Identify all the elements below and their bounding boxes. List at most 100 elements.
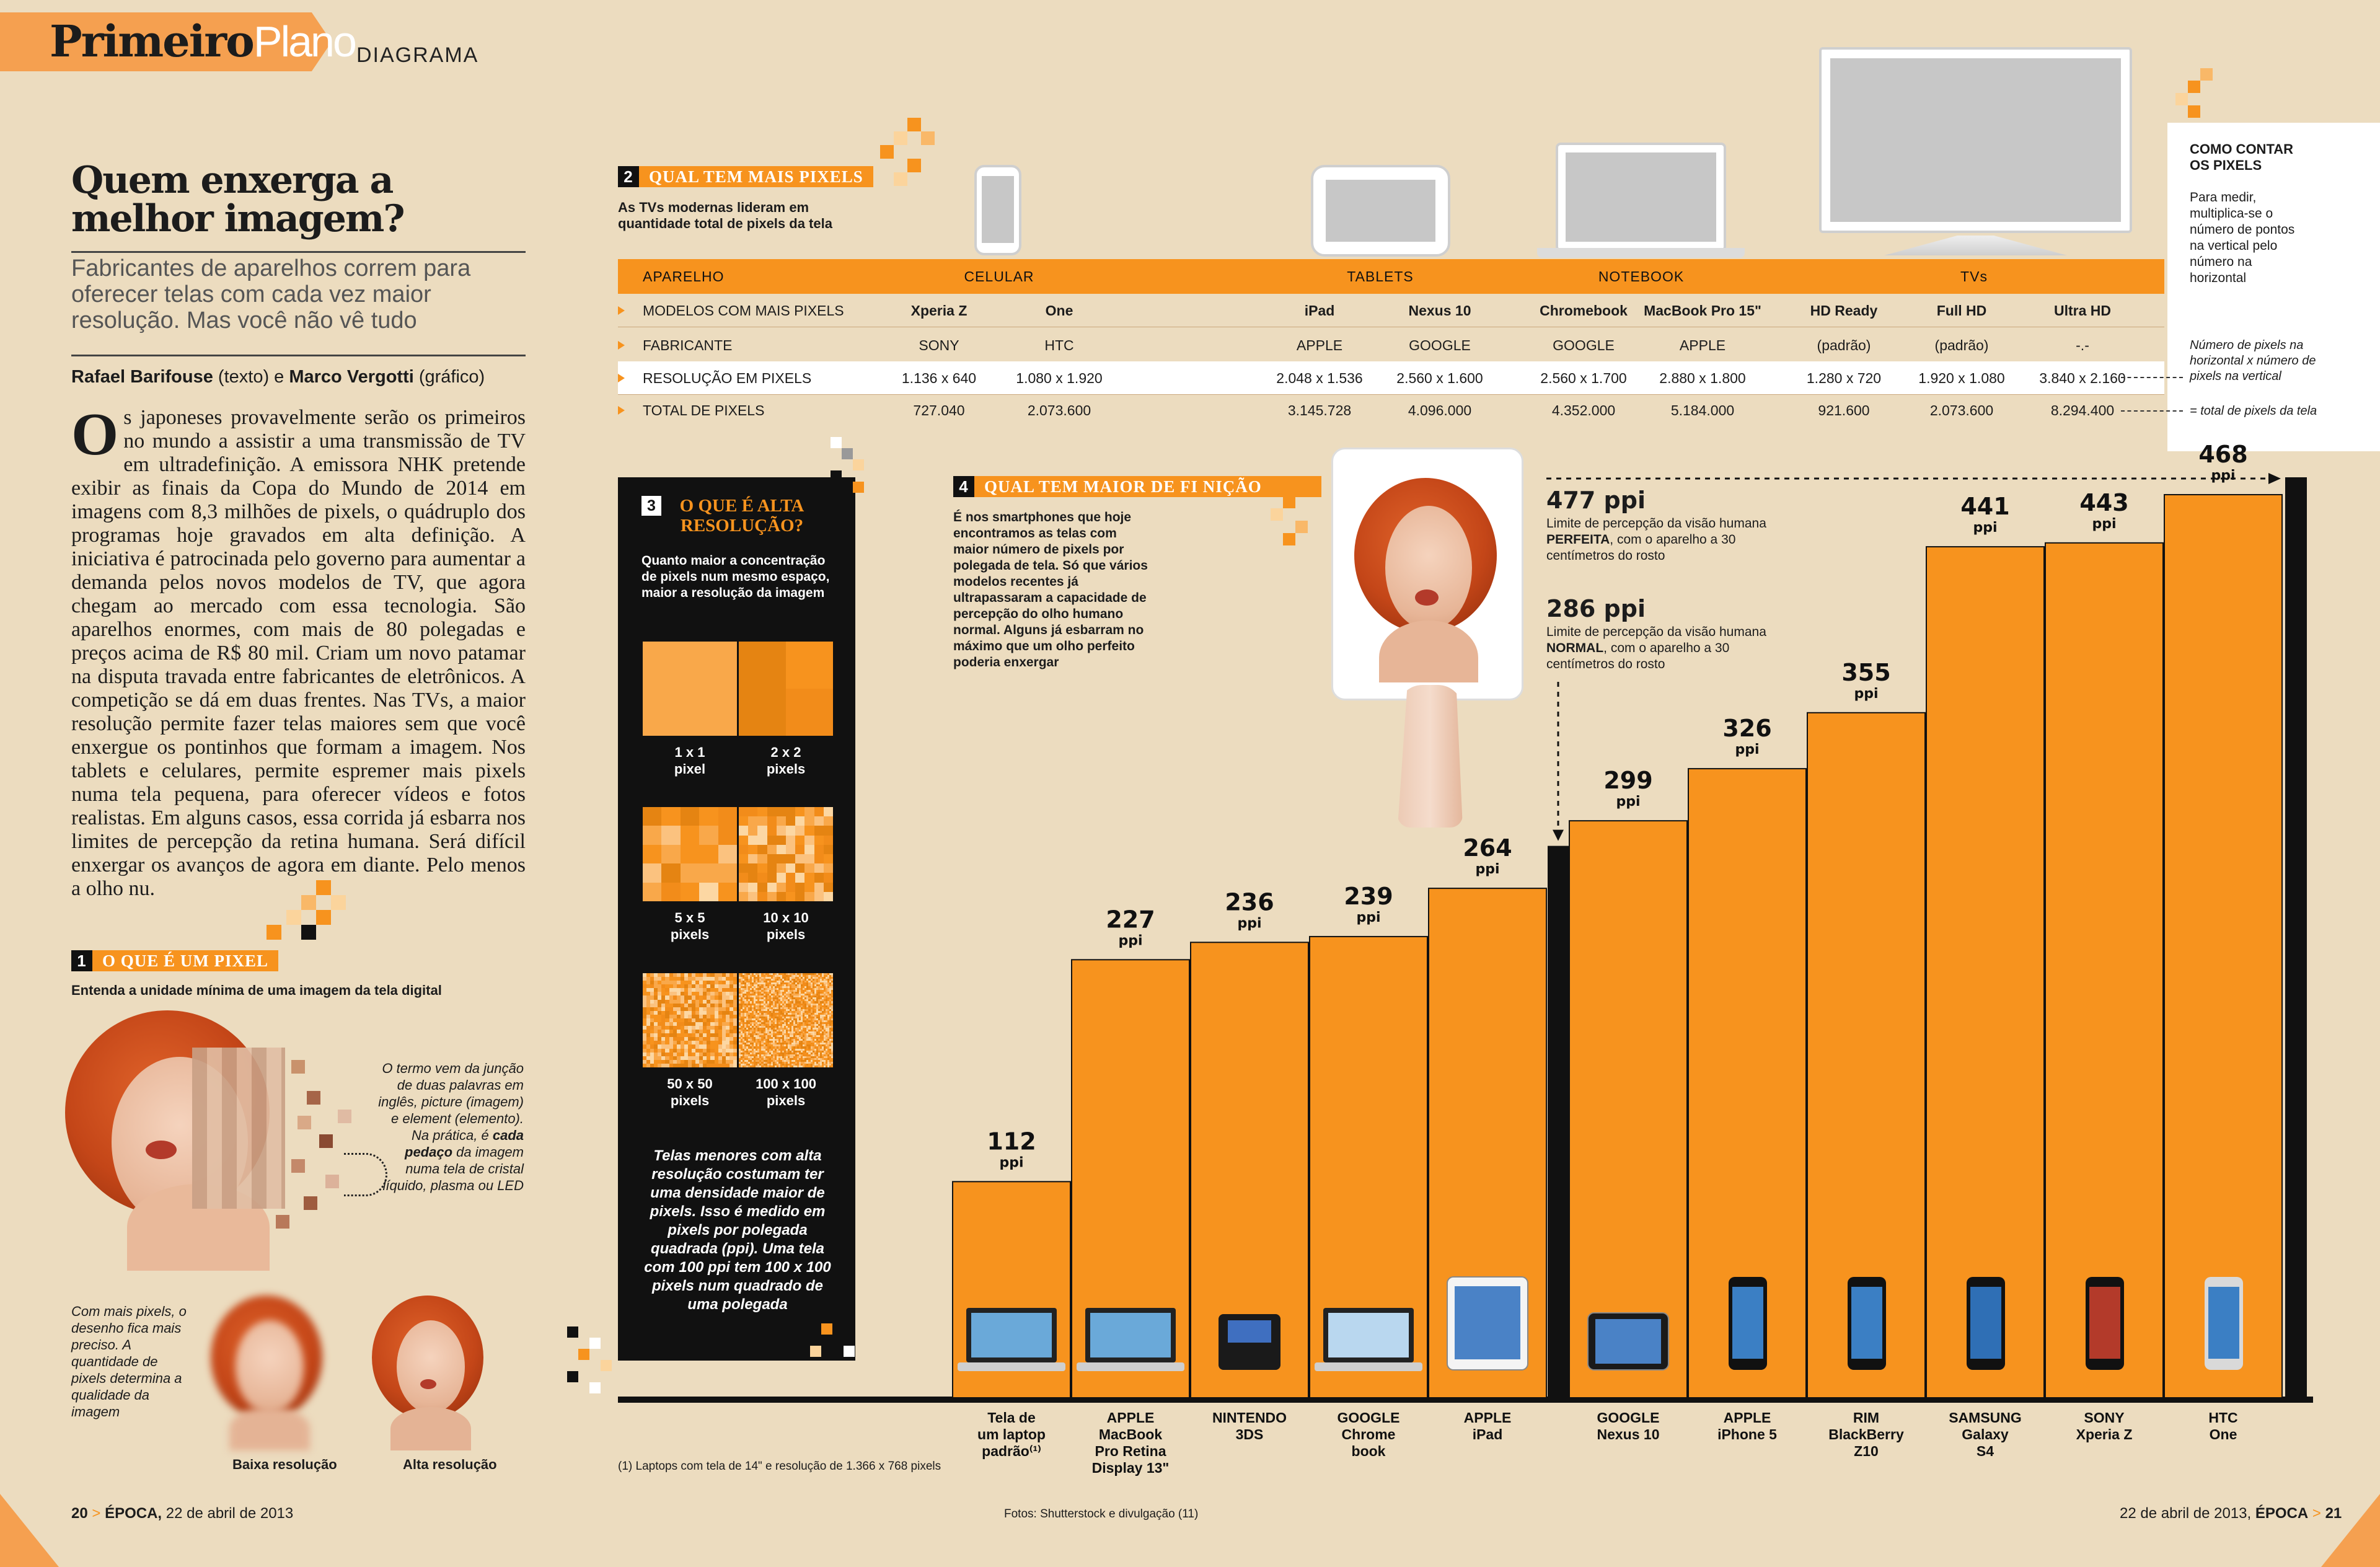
bar-value-label: 326	[1722, 715, 1771, 742]
resolution-caption: Com mais pixels, o desenho fica mais pre…	[71, 1304, 187, 1419]
table-header: APARELHO CELULAR TABLETS NOTEBOOK TVs	[618, 259, 2164, 294]
phone-screen	[2208, 1287, 2239, 1359]
chart-footnote: (1) Laptops com tela de 14" e resolução …	[618, 1460, 941, 1473]
table-row-label: TOTAL DE PIXELS	[643, 402, 765, 418]
section-3-label: 3 O QUE É ALTA RESOLUÇÃO?	[641, 496, 816, 536]
bar-value-label: 239	[1344, 883, 1393, 910]
category-label-line: APPLE	[1107, 1410, 1155, 1426]
category-label: SONY Xperia Z	[2076, 1410, 2133, 1442]
category-label-line: BlackBerry	[1828, 1426, 1904, 1442]
table-row: RESOLUÇÃO EM PIXELS 1.136 x 640 1.080 x 1.…	[618, 361, 2164, 395]
pixel-decoration	[831, 437, 880, 511]
table-cell: 8.294.400	[2050, 402, 2115, 418]
section-3-outro: Telas menores com alta resolução costuma…	[644, 1147, 831, 1313]
category-label-line: Galaxy	[1962, 1426, 2009, 1442]
pixel-decoration	[809, 1323, 865, 1379]
laptop-base	[958, 1362, 1065, 1371]
category-label-line: RIM	[1853, 1410, 1879, 1426]
tablet-icon	[1311, 165, 1450, 257]
resolution-grid-label: 100 x 100 pixels	[756, 1076, 816, 1108]
table-cell: 1.136 x 640	[901, 369, 977, 386]
category-label-line: GOOGLE	[1338, 1410, 1400, 1426]
pixelated-woman-image	[53, 1010, 381, 1271]
table-cell: GOOGLE	[1553, 337, 1615, 353]
bar-unit-label: ppi	[1616, 794, 1640, 810]
table-cell: HD Ready	[1810, 302, 1878, 319]
category-label-line: MacBook	[1099, 1426, 1162, 1442]
notebook-base	[1537, 248, 1745, 258]
table-row-label: RESOLUÇÃO EM PIXELS	[643, 369, 812, 386]
tablet-screen	[1455, 1286, 1520, 1359]
drop-cap: O	[71, 401, 119, 468]
table-cell: (padrão)	[1817, 337, 1871, 353]
bar-value-label: 112	[987, 1128, 1036, 1155]
arrow-down-icon	[1553, 829, 1564, 841]
row-marker-icon	[618, 374, 625, 382]
category-label: APPLE MacBook Pro Retina Display 13"	[1092, 1410, 1170, 1476]
bar-unit-label: ppi	[1854, 686, 1878, 702]
table-cell: -.-	[2076, 337, 2089, 353]
table-cell: 2.073.600	[1027, 402, 1091, 418]
category-label-line: 3DS	[1236, 1426, 1264, 1442]
limit-286-text: Limite de percepção da visão humana NORM…	[1546, 625, 1766, 671]
category-label: SAMSUNG Galaxy S4	[1949, 1410, 2022, 1459]
section-3-intro: Quanto maior a concentração de pixels nu…	[641, 554, 830, 600]
resolution-grid-label: 1 x 1 pixel	[674, 744, 706, 777]
arrow-total	[2121, 410, 2183, 412]
table-divider	[618, 394, 2164, 395]
category-label-line: Xperia Z	[2076, 1426, 2133, 1442]
category-label: GOOGLE Chrome book	[1338, 1410, 1400, 1459]
table-row: TOTAL DE PIXELS 727.040 2.073.600 3.145.728…	[618, 394, 2164, 427]
corner-tab-left	[0, 1494, 59, 1567]
section-2-subtitle: As TVs modernas lideram em quantidade to…	[618, 200, 832, 231]
table-cell: APPLE	[1679, 337, 1726, 353]
footer-left: 20 > ÉPOCA, 22 de abril de 2013	[71, 1505, 294, 1522]
resolution-grid	[739, 973, 833, 1067]
category-label-line: S4	[1977, 1443, 1994, 1459]
tv-icon	[1819, 47, 2132, 233]
table-cell: 727.040	[913, 402, 965, 418]
limit-286-value: 286 ppi	[1546, 595, 1646, 622]
photo-credit: Fotos: Shutterstock e divulgação (11)	[1004, 1507, 1199, 1521]
bar-unit-label: ppi	[1735, 742, 1759, 757]
table-cell: 921.600	[1818, 402, 1870, 418]
bar	[2164, 494, 2283, 1398]
laptop-display	[971, 1313, 1052, 1357]
bar-value-label: 468	[2198, 441, 2247, 468]
category-label-line: HTC	[2208, 1410, 2237, 1426]
table-cell: 2.880 x 1.800	[1659, 369, 1746, 386]
how-to-count-text: Para medir, multiplica-se o número de po…	[2190, 190, 2295, 285]
laptop-base	[1315, 1362, 1422, 1371]
laptop-base	[1077, 1362, 1184, 1371]
table-row: MODELOS COM MAIS PIXELS Xperia Z One iPad Ne…	[618, 294, 2164, 327]
table-cell: (padrão)	[1934, 337, 1989, 353]
category-label-line: iPhone 5	[1717, 1426, 1777, 1442]
count-note-total: = total de pixels da tela	[2190, 404, 2317, 418]
bar-unit-label: ppi	[1356, 910, 1380, 925]
pixel-decoration	[567, 1326, 648, 1401]
table-cell: 3.145.728	[1287, 402, 1352, 418]
header-tab	[0, 12, 332, 71]
table-cell: SONY	[919, 337, 959, 353]
bar-value-label: 227	[1106, 906, 1155, 933]
bar-value-label: 236	[1225, 888, 1274, 916]
table-cell: HTC	[1044, 337, 1074, 353]
category-label-line: Chrome	[1342, 1426, 1396, 1442]
table-cell: 2.073.600	[1929, 402, 1994, 418]
table-cell: GOOGLE	[1409, 337, 1471, 353]
category-label: GOOGLE Nexus 10	[1597, 1410, 1659, 1442]
section-name: DIAGRAMA	[356, 43, 479, 67]
how-to-count-title: COMO CONTAR OS PIXELS	[2190, 141, 2294, 173]
bar-value-label: 443	[2079, 489, 2128, 516]
bar-unit-label: ppi	[2092, 516, 2116, 532]
laptop-display	[1090, 1313, 1171, 1357]
pixel-caption: O termo vem da junção de duas palavras e…	[378, 1061, 524, 1193]
resolution-grid-label: 5 x 5 pixels	[670, 910, 710, 942]
category-label-line: Display 13"	[1092, 1460, 1170, 1476]
category-label: Tela de um laptop padrão⁽¹⁾	[977, 1410, 1046, 1459]
category-label-line: Pro Retina	[1095, 1443, 1166, 1459]
category-label-line: um laptop	[977, 1426, 1046, 1442]
count-note-multiply: Número de pixels na horizontal x número …	[2190, 338, 2316, 383]
